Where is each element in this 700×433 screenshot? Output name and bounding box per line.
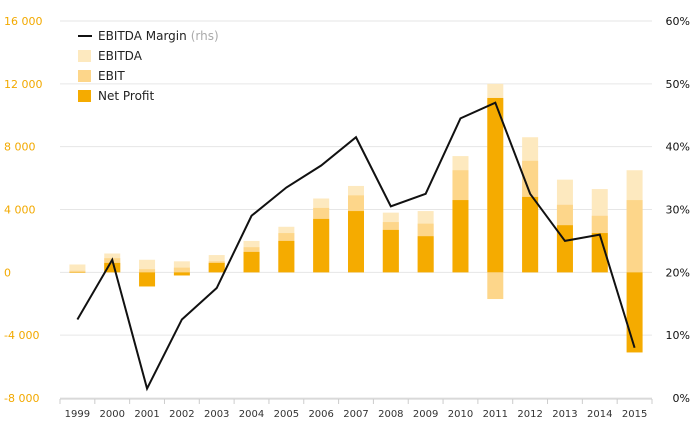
x-tick-label: 2009 (413, 409, 438, 420)
ebitda-bar (173, 261, 190, 273)
net-profit-bar (487, 97, 504, 273)
ebitda-bar (69, 264, 86, 273)
legend-label: Net Profit (98, 89, 154, 103)
ebit-bar (173, 267, 190, 273)
y-right-tick-label: 50% (666, 78, 690, 91)
y-left-tick-label: 4 000 (4, 204, 36, 217)
y-left-tick-label: 16 000 (4, 15, 43, 28)
x-tick-label: 2003 (204, 409, 229, 420)
legend-swatch (78, 70, 91, 82)
y-left-tick-label: 8 000 (4, 141, 36, 154)
y-left-tick-label: -4 000 (4, 329, 39, 342)
net-profit-bar (382, 229, 399, 273)
line-layer (76, 101, 636, 392)
net-profit-bar (591, 233, 608, 273)
ebit-bar (69, 270, 86, 273)
y-right-tick-label: 0% (673, 392, 690, 405)
x-tick-label: 2010 (448, 409, 473, 420)
x-tick-label: 2014 (587, 409, 612, 420)
net-profit-bar (626, 272, 643, 353)
x-tick-label: 2015 (622, 409, 647, 420)
y-right-tick-label: 60% (666, 15, 690, 28)
x-tick-label: 1999 (65, 409, 90, 420)
net-profit-bar (173, 272, 190, 276)
net-profit-bar (417, 236, 434, 273)
ebit-bar (139, 269, 156, 273)
net-profit-bar (139, 272, 156, 287)
net-profit-bar (243, 251, 260, 273)
x-tick-label: 2012 (517, 409, 542, 420)
net-profit-bar (452, 200, 469, 273)
axes: -8 000 -4 000 0 4 000 8 000 12 000 16 000 0% 10%… (4, 15, 690, 420)
net-profit-bar (522, 196, 539, 273)
x-tick-label: 2011 (483, 409, 508, 420)
x-tick-label: 2001 (134, 409, 159, 420)
legend-label-text: EBITDA Margin (98, 29, 187, 43)
y-left-tick-label: 12 000 (4, 78, 43, 91)
legend-label: EBITDA (98, 49, 143, 63)
y-right-tick-label: 20% (666, 266, 690, 279)
legend-label-text: Net Profit (98, 89, 154, 103)
x-tick-label: 2000 (100, 409, 125, 420)
x-tick-label: 2005 (274, 409, 299, 420)
y-right-tick-label: 30% (666, 204, 690, 217)
legend: EBITDA Margin (rhs) EBITDA EBIT Net Profit (78, 29, 219, 103)
legend-label-text: EBITDA (98, 49, 143, 63)
x-tick-label: 2004 (239, 409, 264, 420)
legend-label: EBITDA Margin (rhs) (98, 29, 219, 43)
y-right-tick-label: 10% (666, 329, 690, 342)
y-right-tick-label: 40% (666, 141, 690, 154)
net-profit-bar (313, 218, 330, 273)
ebit-bar (626, 200, 643, 273)
x-tick-label: 2006 (308, 409, 333, 420)
net-profit-bar (348, 211, 364, 273)
y-left-tick-label: 0 (4, 266, 11, 279)
bars (69, 83, 643, 353)
x-tick-label: 2008 (378, 409, 403, 420)
net-profit-bar (208, 262, 225, 273)
ebit-bar (487, 272, 504, 300)
x-tick-label: 2013 (552, 409, 577, 420)
legend-label: EBIT (98, 69, 125, 83)
net-profit-bar (278, 240, 295, 273)
y-left-tick-label: -8 000 (4, 392, 39, 405)
net-profit-bar (104, 262, 121, 273)
legend-swatch (78, 50, 91, 62)
x-tick-label: 2002 (169, 409, 194, 420)
legend-label-suffix: (rhs) (191, 29, 219, 43)
legend-label-text: EBIT (98, 69, 125, 83)
legend-swatch (78, 90, 91, 102)
x-tick-label: 2007 (343, 409, 368, 420)
net-profit-bar (69, 272, 86, 273)
